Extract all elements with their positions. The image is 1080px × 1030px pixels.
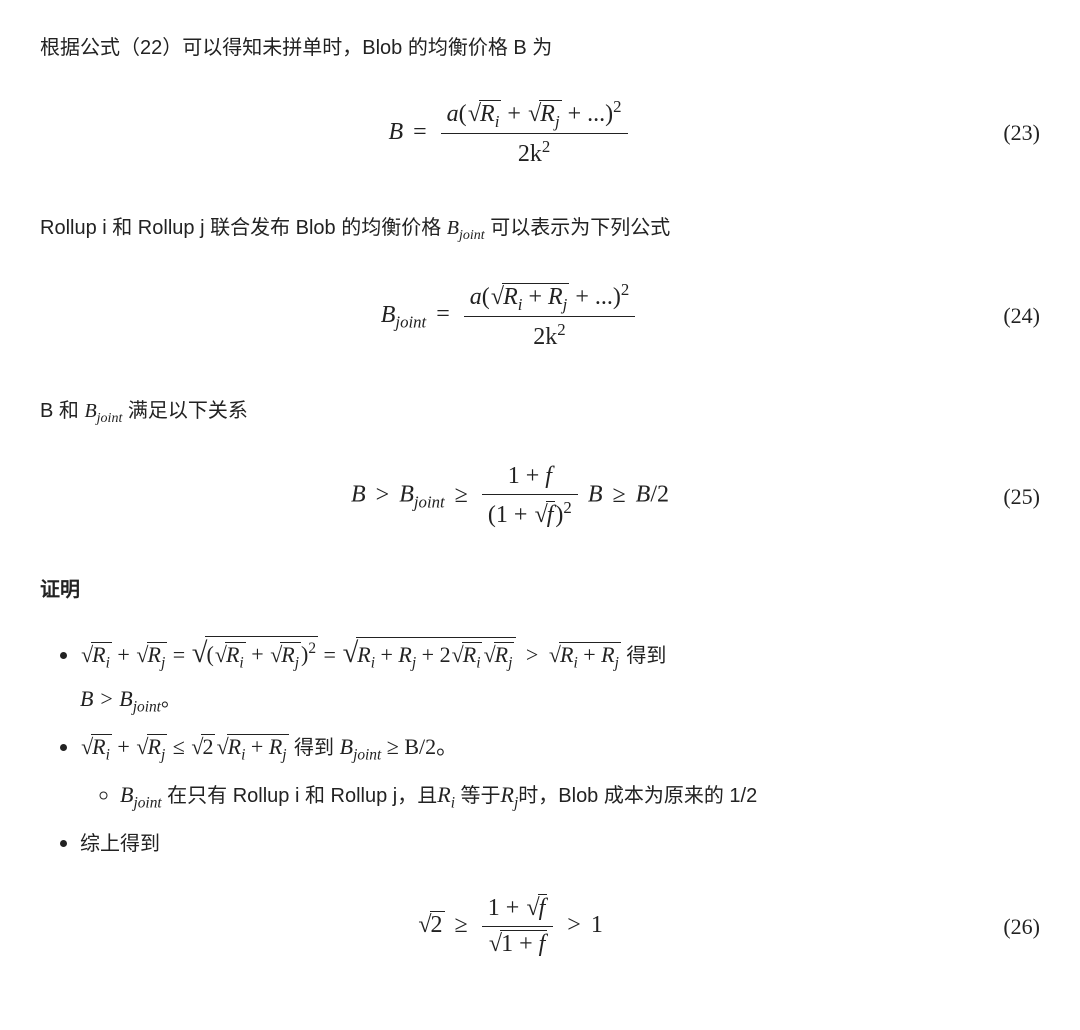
equation-26: √2 ≥ 1 + √f √1 + f > 1 (26) — [40, 893, 1040, 960]
proof-bullet-1: √Ri + √Rj = √(√Ri + √Rj)2 = √Ri + Rj + 2… — [80, 628, 1040, 722]
proof-sub-bullet: Bjoint 在只有 Rollup i 和 Rollup j，且Ri 等于Rj时… — [120, 775, 1040, 817]
proof-bullet-2: √Ri + √Rj ≤ √2√Ri + Rj 得到 Bjoint ≥ B/2。 … — [80, 727, 1040, 817]
eq25-number: (25) — [980, 477, 1040, 517]
para-intro-2: Rollup i 和 Rollup j 联合发布 Blob 的均衡价格 Bjoi… — [40, 210, 1040, 248]
equation-24: Bjoint = a(√Ri + Rj + ...)2 2k2 (24) — [40, 279, 1040, 353]
eq23-body: B = a(√Ri + √Rj + ...)2 2k2 — [40, 96, 980, 170]
proof-list: √Ri + √Rj = √(√Ri + √Rj)2 = √Ri + Rj + 2… — [40, 628, 1040, 863]
eq26-body: √2 ≥ 1 + √f √1 + f > 1 — [40, 893, 980, 960]
equation-23: B = a(√Ri + √Rj + ...)2 2k2 (23) — [40, 96, 1040, 170]
eq26-number: (26) — [980, 907, 1040, 947]
eq23-number: (23) — [980, 113, 1040, 153]
proof-bullet-3: 综上得到 — [80, 823, 1040, 863]
eq25-body: B > Bjoint ≥ 1 + f (1 + √f)2 B ≥ B/2 — [40, 461, 980, 531]
equation-25: B > Bjoint ≥ 1 + f (1 + √f)2 B ≥ B/2 (25… — [40, 461, 1040, 531]
eq24-number: (24) — [980, 296, 1040, 336]
para-intro-1: 根据公式（22）可以得知未拼单时，Blob 的均衡价格 B 为 — [40, 30, 1040, 66]
eq24-body: Bjoint = a(√Ri + Rj + ...)2 2k2 — [40, 279, 980, 353]
para-intro-3: B 和 Bjoint 满足以下关系 — [40, 393, 1040, 431]
proof-header: 证明 — [40, 572, 1040, 608]
